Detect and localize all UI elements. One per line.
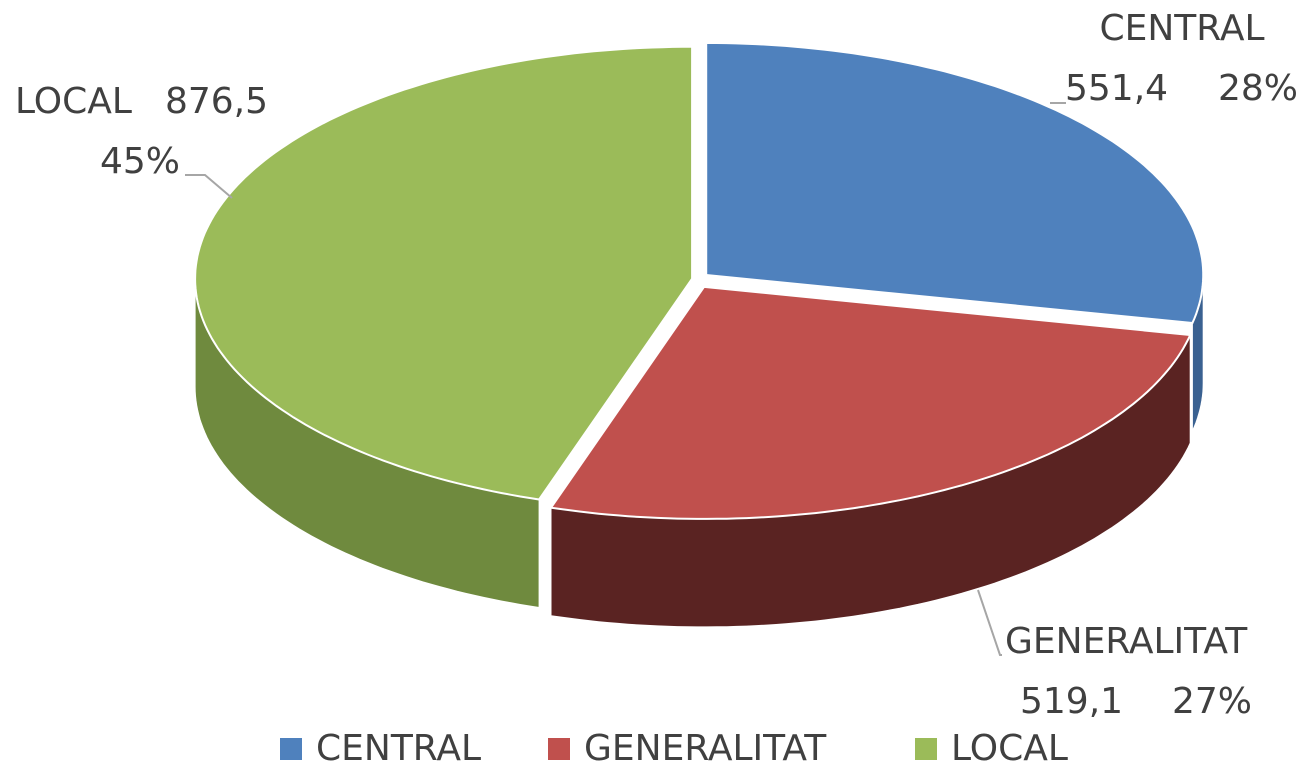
leader-line bbox=[185, 174, 233, 199]
legend-swatch bbox=[915, 738, 937, 760]
slice-label: LOCAL bbox=[15, 81, 132, 122]
legend-swatch bbox=[280, 738, 302, 760]
slice-label: CENTRAL bbox=[1099, 8, 1264, 49]
pie-tops bbox=[194, 42, 1205, 520]
slice-value-label: 551,4 bbox=[1065, 68, 1168, 109]
legend-label: CENTRAL bbox=[316, 728, 481, 767]
slice-percent-label: 45% bbox=[100, 141, 180, 182]
slice bbox=[549, 285, 1192, 520]
legend: CENTRAL GENERALITAT LOCAL bbox=[280, 728, 1068, 767]
leader-line bbox=[977, 589, 1002, 656]
legend-label: LOCAL bbox=[951, 728, 1068, 767]
slice-value-label: 876,5 bbox=[165, 81, 268, 122]
slice bbox=[194, 45, 694, 501]
slice-percent-label: 28% bbox=[1218, 68, 1298, 109]
slice-value-label: 519,1 bbox=[1020, 681, 1123, 722]
legend-label: GENERALITAT bbox=[584, 728, 827, 767]
legend-swatch bbox=[548, 738, 570, 760]
slice-percent-label: 27% bbox=[1172, 681, 1252, 722]
slice bbox=[705, 42, 1205, 325]
slice-label: GENERALITAT bbox=[1005, 621, 1248, 662]
